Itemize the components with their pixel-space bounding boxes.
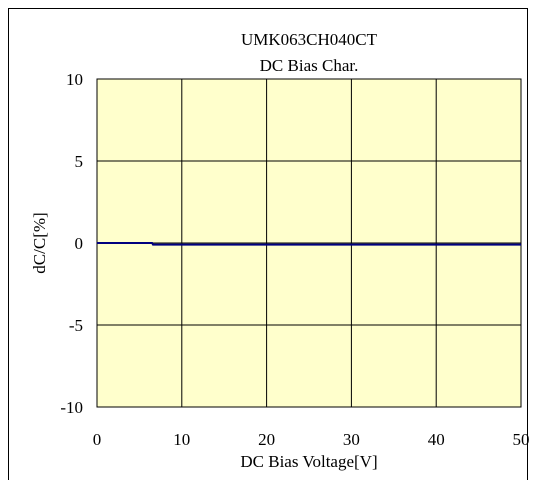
x-tick-labels: 0 10 20 30 40 50 bbox=[93, 430, 529, 449]
x-tick-label: 30 bbox=[343, 430, 360, 449]
y-tick-label: 10 bbox=[66, 70, 83, 89]
y-tick-labels: 10 5 0 -5 -10 bbox=[60, 70, 83, 417]
x-tick-label: 10 bbox=[173, 430, 190, 449]
series-layer bbox=[97, 242, 521, 246]
x-tick-label: 50 bbox=[513, 430, 530, 449]
y-tick-label: -10 bbox=[60, 398, 83, 417]
y-tick-label: -5 bbox=[69, 316, 83, 335]
x-axis-label: DC Bias Voltage[V] bbox=[240, 452, 377, 471]
x-tick-label: 0 bbox=[93, 430, 102, 449]
series-line bbox=[97, 242, 521, 246]
y-axis-label: dC/C[%] bbox=[30, 212, 49, 273]
chart-subtitle: DC Bias Char. bbox=[260, 56, 359, 75]
x-tick-label: 40 bbox=[428, 430, 445, 449]
grid-lines bbox=[97, 79, 521, 407]
x-tick-label: 20 bbox=[258, 430, 275, 449]
y-tick-label: 0 bbox=[75, 234, 84, 253]
chart-frame: 10 5 0 -5 -10 0 10 20 30 40 50 UMK063CH040CT DC B… bbox=[8, 8, 529, 480]
y-tick-label: 5 bbox=[75, 152, 84, 171]
chart-title: UMK063CH040CT bbox=[241, 30, 378, 49]
